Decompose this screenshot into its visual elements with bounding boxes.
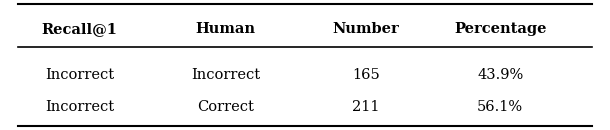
Text: 56.1%: 56.1%	[477, 100, 523, 114]
Text: Incorrect: Incorrect	[45, 68, 114, 82]
Text: Incorrect: Incorrect	[45, 100, 114, 114]
Text: 165: 165	[352, 68, 380, 82]
Text: 211: 211	[352, 100, 380, 114]
Text: Number: Number	[332, 22, 400, 36]
Text: Correct: Correct	[197, 100, 254, 114]
Text: Percentage: Percentage	[454, 22, 547, 36]
Text: Recall@1: Recall@1	[41, 22, 117, 36]
Text: 43.9%: 43.9%	[477, 68, 523, 82]
Text: Human: Human	[196, 22, 256, 36]
Text: Incorrect: Incorrect	[191, 68, 260, 82]
